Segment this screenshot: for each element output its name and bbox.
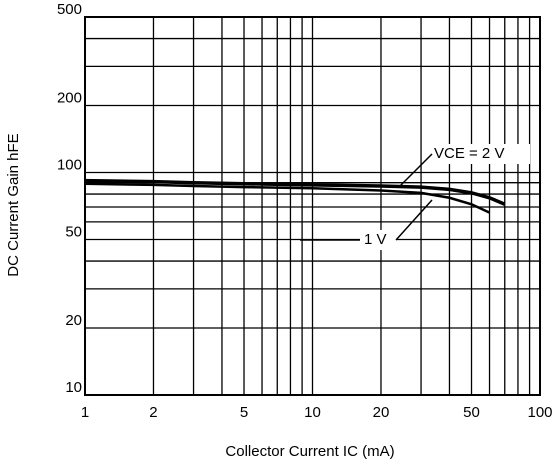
y-axis-label: DC Current Gain hFE [5, 133, 22, 276]
x-tick-label: 5 [240, 404, 248, 421]
x-tick-label: 100 [527, 404, 552, 421]
x-tick-label: 2 [149, 404, 157, 421]
series-line [84, 182, 491, 214]
series-label: VCE = 2 V [434, 145, 504, 162]
y-tick-label: 10 [65, 379, 82, 396]
leader-line [399, 153, 433, 187]
y-tick-label: 100 [57, 156, 82, 173]
x-axis-label: Collector Current IC (mA) [225, 443, 394, 460]
y-tick-label: 20 [65, 312, 82, 329]
y-tick-label: 200 [57, 90, 82, 107]
x-tick-label: 50 [463, 404, 480, 421]
label-bg [432, 144, 530, 164]
leader-line [395, 199, 433, 241]
x-tick-label: 1 [81, 404, 89, 421]
series-label: 1 V [364, 231, 387, 248]
label-bg [360, 230, 396, 250]
y-tick-label: 500 [57, 1, 82, 18]
y-tick-label: 50 [65, 223, 82, 240]
plot-frame [84, 16, 541, 396]
series-line [84, 178, 506, 206]
x-tick-label: 20 [373, 404, 390, 421]
x-tick-label: 10 [304, 404, 321, 421]
